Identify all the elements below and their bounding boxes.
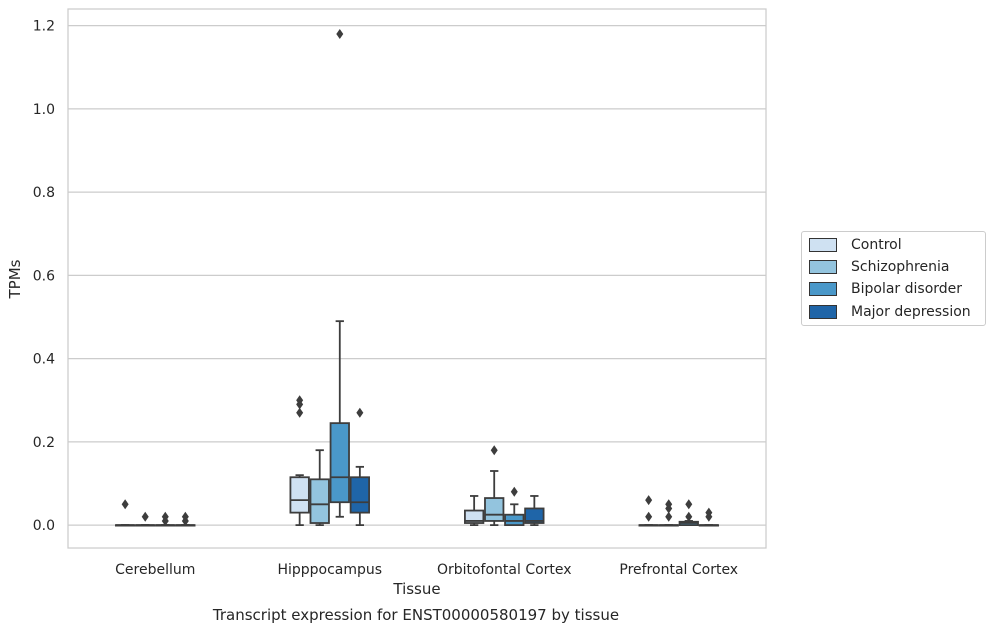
outlier-point xyxy=(645,495,653,506)
box-body xyxy=(464,509,485,524)
x-tick-label: Prefrontal Cortex xyxy=(619,562,738,578)
outlier-point xyxy=(181,511,189,522)
outlier-point xyxy=(705,507,713,518)
y-tick-label: 1.0 xyxy=(33,102,55,118)
box-plots xyxy=(115,28,719,527)
y-axis-label: TPMs xyxy=(6,259,24,299)
box-body xyxy=(309,478,330,524)
x-tick-label: Hipppocampus xyxy=(277,562,382,578)
legend-item-major-depression: Major depression xyxy=(809,303,971,321)
y-tick-label: 0.6 xyxy=(33,268,55,284)
legend-item-control: Control xyxy=(809,236,902,254)
outlier-point xyxy=(336,28,344,39)
box-bipolar-disorder xyxy=(678,499,699,527)
legend-swatch-schizophrenia xyxy=(809,260,837,274)
box-bipolar-disorder xyxy=(155,511,176,527)
box-major-depression xyxy=(175,511,196,527)
outlier-point xyxy=(490,445,498,456)
outlier-point xyxy=(685,499,693,510)
box-body xyxy=(524,507,545,524)
legend-swatch-major-depression xyxy=(809,305,837,319)
outlier-point xyxy=(665,511,673,522)
y-tick-label: 0.4 xyxy=(33,352,55,368)
y-tick-label: 0.0 xyxy=(33,518,55,534)
legend-swatch-control xyxy=(809,238,837,252)
box-control xyxy=(115,499,136,527)
box-schizophrenia xyxy=(658,499,679,527)
box-schizophrenia xyxy=(309,449,330,527)
outlier-point xyxy=(141,511,149,522)
y-tick-label: 1.2 xyxy=(33,19,55,35)
y-tick-label: 0.2 xyxy=(33,435,55,451)
legend-label-control: Control xyxy=(851,237,902,253)
outlier-point xyxy=(296,407,304,418)
box-body xyxy=(484,497,505,522)
box-body xyxy=(349,476,370,514)
grid-lines xyxy=(68,25,766,526)
x-tick-labels: Cerebellum Hipppocampus Orbitofontal Corte… xyxy=(115,562,738,578)
x-axis-label: Tissue xyxy=(392,580,440,598)
box-body xyxy=(504,513,525,527)
legend: Control Schizophrenia Bipolar disorder M… xyxy=(801,231,986,326)
legend-item-schizophrenia: Schizophrenia xyxy=(809,258,949,276)
legend-label-schizophrenia: Schizophrenia xyxy=(851,259,950,275)
outlier-point xyxy=(665,499,673,510)
y-tick-labels: 0.0 0.2 0.4 0.6 0.8 1.0 1.2 xyxy=(33,19,55,534)
y-tick-label: 0.8 xyxy=(33,185,55,201)
legend-label-bipolar-disorder: Bipolar disorder xyxy=(851,281,963,297)
box-schizophrenia xyxy=(484,445,505,527)
outlier-point xyxy=(645,511,653,522)
box-schizophrenia xyxy=(135,511,156,527)
chart-caption: Transcript expression for ENST0000058019… xyxy=(212,606,620,624)
legend-label-major-depression: Major depression xyxy=(851,304,971,320)
box-bipolar-disorder xyxy=(329,28,350,518)
box-control xyxy=(464,495,485,527)
outlier-point xyxy=(161,511,169,522)
box-control xyxy=(638,495,659,527)
box-major-depression xyxy=(349,407,370,527)
box-major-depression xyxy=(524,495,545,527)
outlier-point xyxy=(356,407,364,418)
plot-frame xyxy=(67,8,767,549)
outlier-point xyxy=(510,486,518,497)
x-tick-label: Cerebellum xyxy=(115,562,195,578)
legend-swatch-bipolar-disorder xyxy=(809,282,837,296)
box-bipolar-disorder xyxy=(504,486,525,527)
outlier-point xyxy=(296,395,304,406)
outlier-point xyxy=(685,511,693,522)
box-control xyxy=(289,395,310,527)
outlier-point xyxy=(121,499,129,510)
x-tick-label: Orbitofontal Cortex xyxy=(437,562,572,578)
box-body xyxy=(289,476,310,514)
legend-item-bipolar-disorder: Bipolar disorder xyxy=(809,280,962,298)
box-body xyxy=(329,422,350,504)
box-major-depression xyxy=(698,507,719,527)
